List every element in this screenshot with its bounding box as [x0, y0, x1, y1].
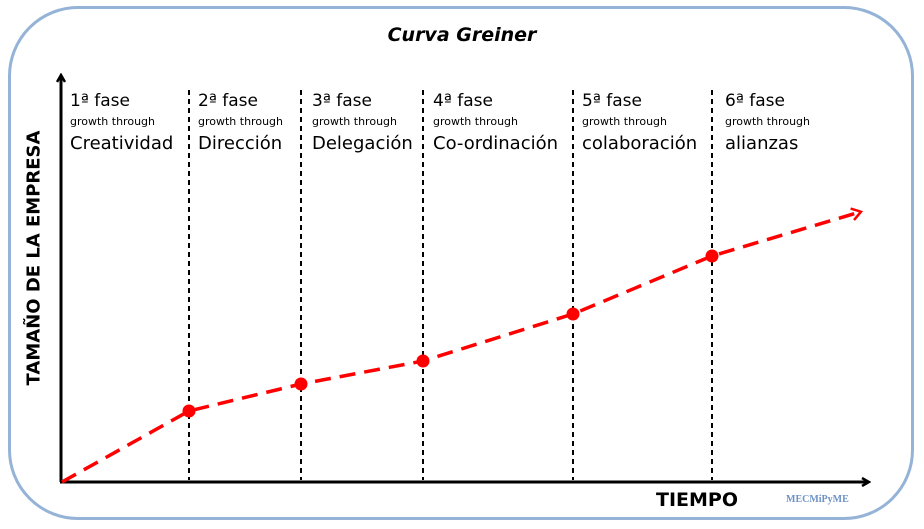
- phase-name: Dirección: [198, 133, 283, 154]
- phase-number: 2ª fase: [198, 91, 258, 111]
- growth-curve: [61, 212, 860, 484]
- phase-5: 5ª fase growth through colaboración: [582, 90, 697, 156]
- phase-2: 2ª fase growth through Dirección: [198, 90, 283, 156]
- x-axis-label: TIEMPO: [656, 489, 738, 511]
- phase-subtitle: growth through: [198, 115, 283, 128]
- phase-subtitle: growth through: [70, 115, 155, 128]
- credit-text: MECMiPyME: [786, 494, 849, 505]
- phase-number: 5ª fase: [582, 91, 642, 111]
- phase-transition-points: [182, 249, 719, 418]
- phase-6: 6ª fase growth through alianzas: [725, 90, 810, 156]
- phase-number: 1ª fase: [70, 91, 130, 111]
- transition-point: [705, 249, 719, 263]
- phase-name: alianzas: [725, 133, 799, 154]
- phase-4: 4ª fase growth through Co-ordinación: [433, 90, 558, 156]
- phase-name: Delegación: [312, 133, 413, 154]
- phase-number: 6ª fase: [725, 91, 785, 111]
- phase-number: 3ª fase: [312, 91, 372, 111]
- phase-subtitle: growth through: [582, 115, 667, 128]
- phase-1: 1ª fase growth through Creatividad: [70, 90, 173, 156]
- transition-point: [182, 404, 196, 418]
- y-axis-label: TAMAÑO DE LA EMPRESA: [23, 130, 45, 386]
- rounded-frame: [8, 6, 914, 520]
- phase-number: 4ª fase: [433, 91, 493, 111]
- transition-point: [294, 377, 308, 391]
- phase-name: Co-ordinación: [433, 133, 559, 154]
- transition-point: [566, 307, 580, 321]
- diagram-title: Curva Greiner: [387, 24, 537, 46]
- phase-subtitle: growth through: [725, 115, 810, 128]
- phase-3: 3ª fase growth through Delegación: [312, 90, 413, 156]
- phase-subtitle: growth through: [433, 115, 518, 128]
- transition-point: [416, 354, 430, 368]
- phase-subtitle: growth through: [312, 115, 397, 128]
- phase-name: Creatividad: [70, 133, 174, 154]
- phase-name: colaboración: [582, 133, 698, 154]
